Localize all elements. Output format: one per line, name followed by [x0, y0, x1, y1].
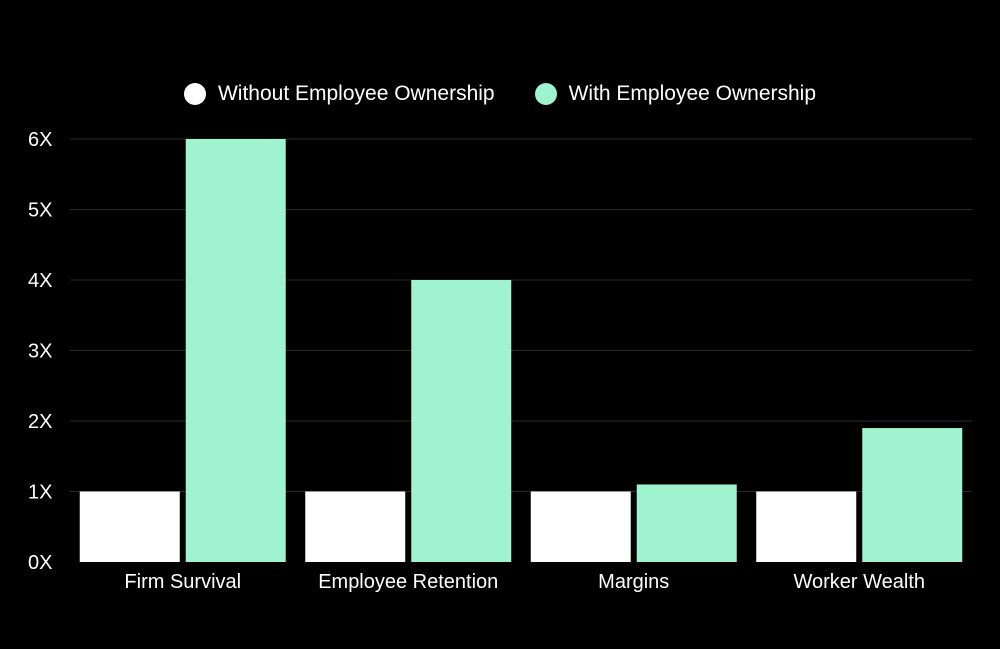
legend-item-without: Without Employee Ownership	[183, 82, 495, 106]
legend: Without Employee Ownership With Employee…	[0, 82, 1000, 106]
legend-swatch-with	[534, 83, 557, 105]
bar-without-employee-retention	[305, 491, 406, 562]
legend-swatch-without	[183, 83, 206, 105]
y-tick-label: 3X	[28, 341, 52, 363]
x-tick-label: Worker Wealth	[793, 571, 925, 593]
y-tick-label: 5X	[28, 200, 52, 222]
y-tick-label: 4X	[28, 270, 52, 292]
bar-without-margins	[530, 491, 631, 562]
y-tick-label: 2X	[28, 411, 52, 433]
x-axis: Firm Survival Employee Retention Margins Wo…	[124, 571, 925, 593]
y-axis: 0X 1X 2X 3X 4X 5X 6X	[28, 129, 52, 574]
x-tick-label: Firm Survival	[124, 571, 241, 593]
y-tick-label: 6X	[28, 129, 52, 151]
bar-without-firm-survival	[79, 491, 180, 562]
bar-without-worker-wealth	[756, 491, 857, 562]
x-tick-label: Employee Retention	[318, 571, 498, 593]
legend-item-with: With Employee Ownership	[534, 82, 817, 106]
bar-with-firm-survival	[185, 139, 286, 562]
y-tick-label: 0X	[28, 552, 52, 574]
legend-label-without: Without Employee Ownership	[217, 82, 495, 105]
bars	[79, 139, 963, 562]
bar-with-worker-wealth	[862, 428, 963, 562]
bar-with-employee-retention	[411, 280, 512, 562]
bar-with-margins	[636, 484, 737, 562]
legend-label-with: With Employee Ownership	[568, 82, 817, 105]
y-tick-label: 1X	[28, 482, 52, 504]
x-tick-label: Margins	[598, 571, 669, 593]
